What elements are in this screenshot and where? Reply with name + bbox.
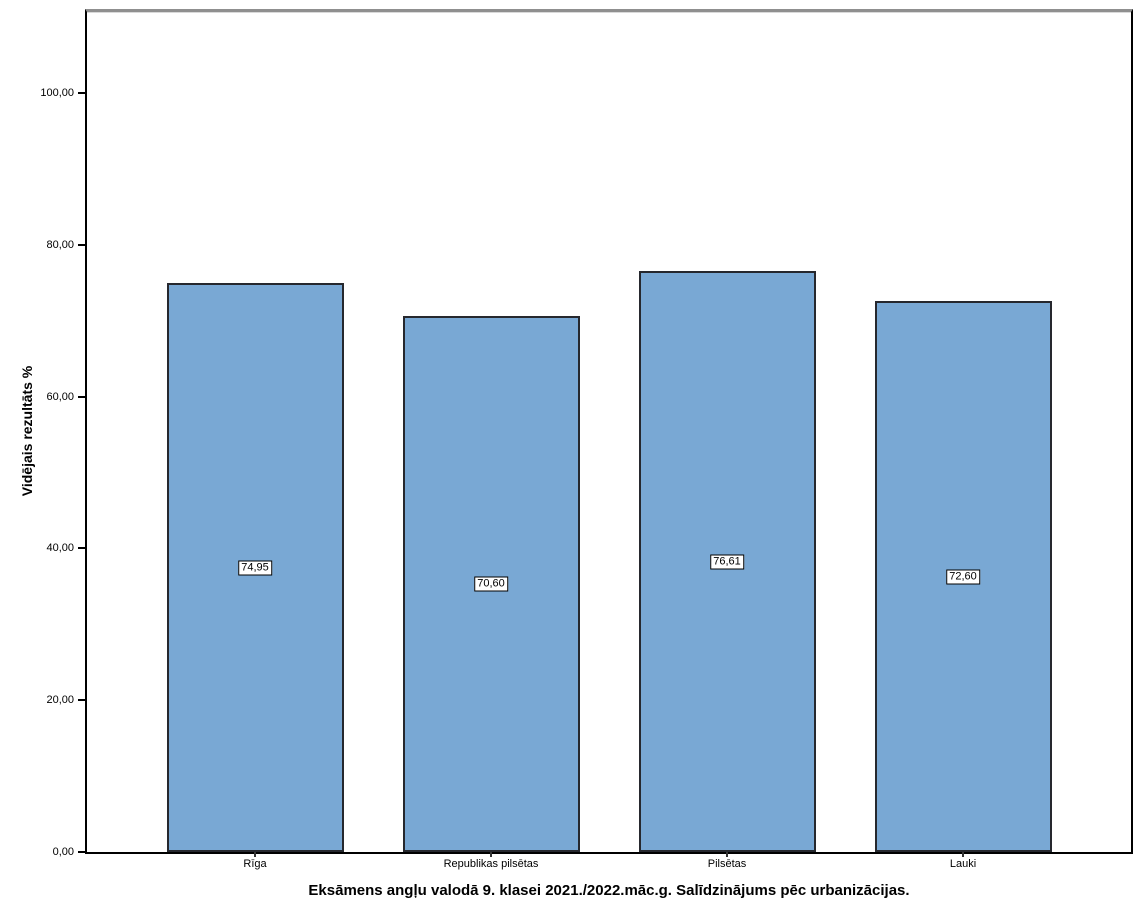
bar-value-label: 76,61 [710,554,744,569]
bars-layer: 74,95 70,60 76,61 72,60 [87,12,1131,852]
bar-value-label: 72,60 [946,569,980,584]
bar-3-lauki: 72,60 [874,301,1052,852]
y-tick-label: 40,00 [46,542,74,555]
chart-title: Eksāmens angļu valodā 9. klasei 2021./20… [308,882,910,899]
y-tick-mark [78,547,85,550]
x-category-label: Republikas pilsētas [443,858,539,870]
y-tick-label: 100,00 [40,87,74,100]
y-tick-mark [78,851,85,853]
bar-value-label: 74,95 [238,560,272,575]
y-tick-mark [78,243,85,246]
y-tick-label: 20,00 [46,694,74,707]
y-tick-mark [78,92,85,95]
x-category-label: Rīga [243,858,267,870]
bar-1-republikas-pils-tas: 70,60 [402,316,580,852]
bar-value-label: 70,60 [474,576,508,592]
plot-area: 74,95 70,60 76,61 72,60 [85,9,1133,854]
y-tick-label: 0,00 [52,846,74,858]
bar-2-pils-tas: 76,61 [638,271,816,852]
y-tick-mark [78,395,85,398]
bar-0-r-ga: 74,95 [166,283,344,852]
y-tick-mark [78,699,85,702]
y-tick-label: 80,00 [46,238,74,251]
y-tick-label: 60,00 [46,390,74,403]
x-category-label: Lauki [949,858,977,870]
x-category-label: Pilsētas [707,858,747,870]
y-axis-title: Vidējais rezultāts % [19,365,35,497]
